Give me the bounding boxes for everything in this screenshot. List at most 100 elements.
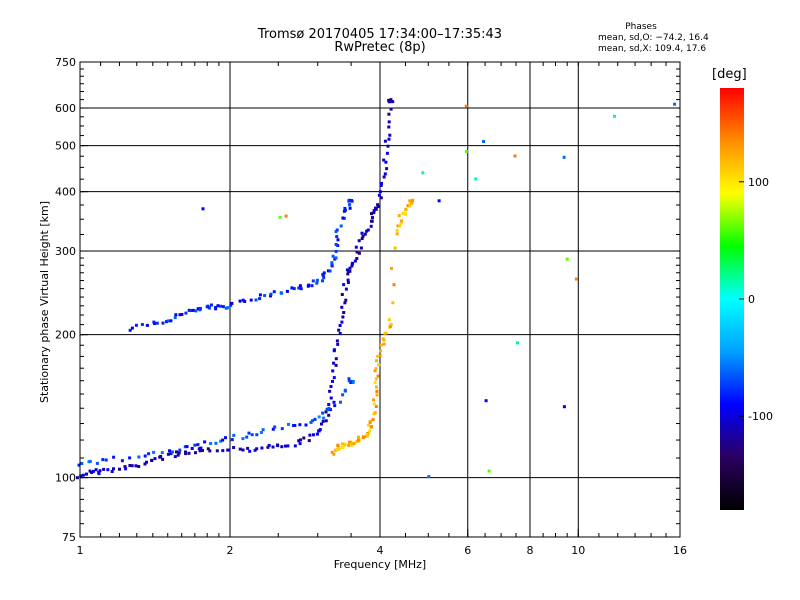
data-point bbox=[221, 438, 225, 442]
data-point bbox=[97, 472, 101, 476]
data-point bbox=[255, 433, 259, 437]
data-point bbox=[208, 449, 212, 453]
data-point bbox=[194, 451, 197, 455]
data-point bbox=[94, 468, 98, 472]
data-point bbox=[403, 211, 407, 215]
data-point bbox=[206, 304, 210, 308]
data-point bbox=[365, 433, 369, 436]
data-point bbox=[80, 462, 84, 465]
data-point bbox=[384, 160, 388, 164]
data-point bbox=[342, 311, 346, 314]
data-point bbox=[128, 328, 132, 332]
data-point bbox=[370, 425, 373, 428]
data-point bbox=[152, 320, 156, 324]
data-point bbox=[393, 246, 397, 250]
data-point bbox=[255, 447, 259, 451]
data-point bbox=[348, 206, 352, 210]
data-point bbox=[331, 254, 335, 258]
data-point bbox=[406, 204, 410, 208]
data-point bbox=[390, 266, 393, 270]
data-point bbox=[387, 318, 391, 322]
data-point bbox=[332, 376, 336, 380]
data-point bbox=[346, 281, 350, 284]
chart-title: Tromsø 20170405 17:34:00–17:35:43 bbox=[257, 27, 503, 42]
data-point bbox=[137, 465, 141, 468]
data-point bbox=[387, 137, 391, 141]
data-point bbox=[324, 419, 328, 423]
x-tick-label: 16 bbox=[673, 544, 687, 557]
data-point bbox=[334, 230, 338, 234]
data-point bbox=[360, 237, 364, 241]
data-point bbox=[375, 393, 379, 397]
data-point bbox=[336, 244, 340, 247]
data-point bbox=[383, 139, 387, 143]
data-point bbox=[207, 306, 211, 310]
data-point bbox=[357, 251, 361, 255]
data-point bbox=[77, 463, 81, 467]
data-point bbox=[112, 467, 115, 471]
data-point bbox=[307, 439, 311, 443]
data-point bbox=[388, 324, 392, 328]
data-point bbox=[352, 442, 356, 445]
data-point bbox=[341, 393, 345, 397]
data-point bbox=[254, 298, 258, 302]
data-point bbox=[408, 204, 412, 208]
data-point bbox=[372, 211, 376, 215]
data-point bbox=[376, 354, 380, 358]
data-point bbox=[88, 469, 92, 473]
chart-subtitle: RwPretec (8p) bbox=[334, 40, 426, 55]
data-point bbox=[173, 455, 177, 459]
data-point bbox=[330, 261, 334, 265]
data-point bbox=[308, 433, 312, 437]
colorbar-tick-label: -100 bbox=[748, 410, 773, 423]
data-point bbox=[280, 427, 284, 431]
data-point bbox=[130, 326, 134, 330]
data-point bbox=[134, 464, 138, 468]
data-point bbox=[98, 469, 102, 473]
data-point bbox=[313, 417, 317, 421]
data-point bbox=[221, 305, 225, 309]
data-point bbox=[259, 431, 263, 434]
data-point bbox=[513, 154, 517, 158]
data-point bbox=[263, 294, 267, 297]
data-point bbox=[76, 476, 79, 480]
x-tick-label: 4 bbox=[377, 544, 384, 557]
data-point bbox=[260, 446, 264, 450]
data-point bbox=[201, 449, 204, 452]
data-point bbox=[368, 421, 372, 424]
data-point bbox=[328, 389, 332, 393]
data-point bbox=[331, 379, 334, 383]
data-point bbox=[347, 199, 351, 203]
data-point bbox=[153, 457, 157, 461]
data-point bbox=[124, 467, 128, 471]
data-point bbox=[178, 313, 182, 317]
stats-x-mode: mean, sd,X: 109.4, 17.6 bbox=[598, 44, 707, 54]
data-point bbox=[321, 279, 324, 283]
data-point bbox=[180, 313, 184, 316]
data-point bbox=[272, 290, 276, 294]
data-point bbox=[327, 413, 331, 417]
data-point bbox=[334, 357, 338, 361]
data-point bbox=[385, 151, 389, 155]
x-tick-label: 8 bbox=[527, 544, 534, 557]
data-point bbox=[374, 206, 377, 210]
data-point bbox=[199, 446, 203, 450]
data-point bbox=[337, 447, 341, 451]
data-point bbox=[302, 436, 306, 440]
data-point bbox=[399, 221, 403, 225]
data-point bbox=[198, 449, 202, 453]
data-point bbox=[224, 436, 227, 440]
data-point bbox=[280, 291, 284, 295]
data-point bbox=[337, 328, 341, 332]
data-point bbox=[384, 331, 388, 335]
data-point bbox=[343, 206, 347, 210]
data-point bbox=[266, 445, 270, 449]
data-point bbox=[321, 419, 325, 423]
data-point bbox=[350, 199, 354, 203]
x-tick-label: 6 bbox=[464, 544, 471, 557]
data-point bbox=[175, 450, 178, 454]
data-point bbox=[101, 458, 105, 462]
data-point bbox=[184, 452, 188, 456]
data-point bbox=[169, 319, 173, 323]
data-point bbox=[562, 405, 566, 409]
